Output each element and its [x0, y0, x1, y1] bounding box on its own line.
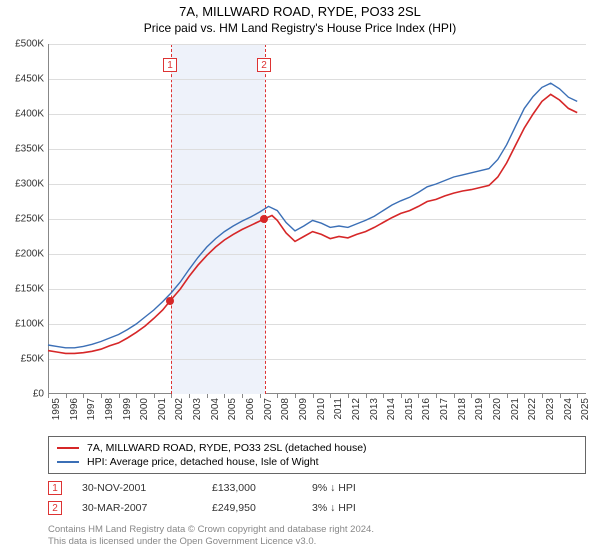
- footer: Contains HM Land Registry data © Crown c…: [48, 524, 586, 549]
- transaction-compare: 3% ↓ HPI: [312, 502, 586, 514]
- legend-item: HPI: Average price, detached house, Isle…: [57, 455, 577, 469]
- titles: 7A, MILLWARD ROAD, RYDE, PO33 2SL Price …: [0, 0, 600, 35]
- x-axis-label: 1995: [51, 398, 62, 420]
- x-axis-label: 2005: [227, 398, 238, 420]
- x-axis-label: 2003: [192, 398, 203, 420]
- x-axis-label: 2013: [369, 398, 380, 420]
- transactions: 1 30-NOV-2001 £133,000 9% ↓ HPI 2 30-MAR…: [48, 478, 586, 518]
- x-axis-label: 2025: [580, 398, 591, 420]
- chart-lines: [48, 44, 586, 394]
- x-axis-label: 2008: [280, 398, 291, 420]
- x-axis-label: 2010: [316, 398, 327, 420]
- y-axis-label: £450K: [0, 74, 44, 85]
- x-axis-label: 2024: [563, 398, 574, 420]
- y-axis-label: £500K: [0, 39, 44, 50]
- x-axis-label: 2023: [545, 398, 556, 420]
- x-axis-label: 2022: [527, 398, 538, 420]
- legend-swatch: [57, 447, 79, 449]
- x-axis-label: 2019: [474, 398, 485, 420]
- y-axis-label: £50K: [0, 354, 44, 365]
- legend: 7A, MILLWARD ROAD, RYDE, PO33 2SL (detac…: [48, 436, 586, 474]
- transaction-price: £133,000: [212, 482, 292, 494]
- series-hpi: [48, 83, 577, 348]
- x-axis-label: 2021: [510, 398, 521, 420]
- x-axis-label: 2016: [421, 398, 432, 420]
- x-axis-label: 2001: [157, 398, 168, 420]
- chart-title: 7A, MILLWARD ROAD, RYDE, PO33 2SL: [0, 4, 600, 19]
- x-axis-label: 1999: [122, 398, 133, 420]
- footer-line: This data is licensed under the Open Gov…: [48, 536, 586, 548]
- y-axis-label: £200K: [0, 249, 44, 260]
- footer-line: Contains HM Land Registry data © Crown c…: [48, 524, 586, 536]
- x-axis-label: 2018: [457, 398, 468, 420]
- x-axis-label: 2011: [333, 398, 344, 420]
- marker-badge: 2: [48, 501, 62, 515]
- y-axis-label: £150K: [0, 284, 44, 295]
- x-axis-label: 2002: [174, 398, 185, 420]
- legend-item: 7A, MILLWARD ROAD, RYDE, PO33 2SL (detac…: [57, 441, 577, 455]
- x-axis-label: 2007: [263, 398, 274, 420]
- x-axis-label: 2000: [139, 398, 150, 420]
- chart-subtitle: Price paid vs. HM Land Registry's House …: [0, 21, 600, 35]
- transaction-date: 30-NOV-2001: [82, 482, 192, 494]
- x-axis-label: 1998: [104, 398, 115, 420]
- y-axis-label: £350K: [0, 144, 44, 155]
- marker-badge: 1: [48, 481, 62, 495]
- x-axis-label: 2012: [351, 398, 362, 420]
- transaction-row: 2 30-MAR-2007 £249,950 3% ↓ HPI: [48, 498, 586, 518]
- x-axis-label: 2004: [210, 398, 221, 420]
- y-axis-label: £400K: [0, 109, 44, 120]
- x-axis-label: 2020: [492, 398, 503, 420]
- x-axis-label: 2017: [439, 398, 450, 420]
- legend-label: HPI: Average price, detached house, Isle…: [87, 456, 319, 468]
- plot-area: £0£50K£100K£150K£200K£250K£300K£350K£400…: [48, 44, 586, 394]
- y-axis-label: £250K: [0, 214, 44, 225]
- y-axis-label: £100K: [0, 319, 44, 330]
- x-axis-label: 2006: [245, 398, 256, 420]
- legend-label: 7A, MILLWARD ROAD, RYDE, PO33 2SL (detac…: [87, 442, 367, 454]
- x-axis-label: 2014: [386, 398, 397, 420]
- transaction-row: 1 30-NOV-2001 £133,000 9% ↓ HPI: [48, 478, 586, 498]
- x-axis-label: 2009: [298, 398, 309, 420]
- transaction-compare: 9% ↓ HPI: [312, 482, 586, 494]
- marker-dot: [166, 297, 174, 305]
- marker-label: 2: [257, 58, 271, 72]
- x-axis-label: 1996: [69, 398, 80, 420]
- chart-container: 7A, MILLWARD ROAD, RYDE, PO33 2SL Price …: [0, 0, 600, 560]
- series-property: [48, 94, 577, 353]
- x-axis-label: 1997: [86, 398, 97, 420]
- legend-swatch: [57, 461, 79, 463]
- transaction-price: £249,950: [212, 502, 292, 514]
- x-axis-label: 2015: [404, 398, 415, 420]
- marker-label: 1: [163, 58, 177, 72]
- y-axis-label: £300K: [0, 179, 44, 190]
- marker-dot: [260, 215, 268, 223]
- transaction-date: 30-MAR-2007: [82, 502, 192, 514]
- y-axis-label: £0: [0, 389, 44, 400]
